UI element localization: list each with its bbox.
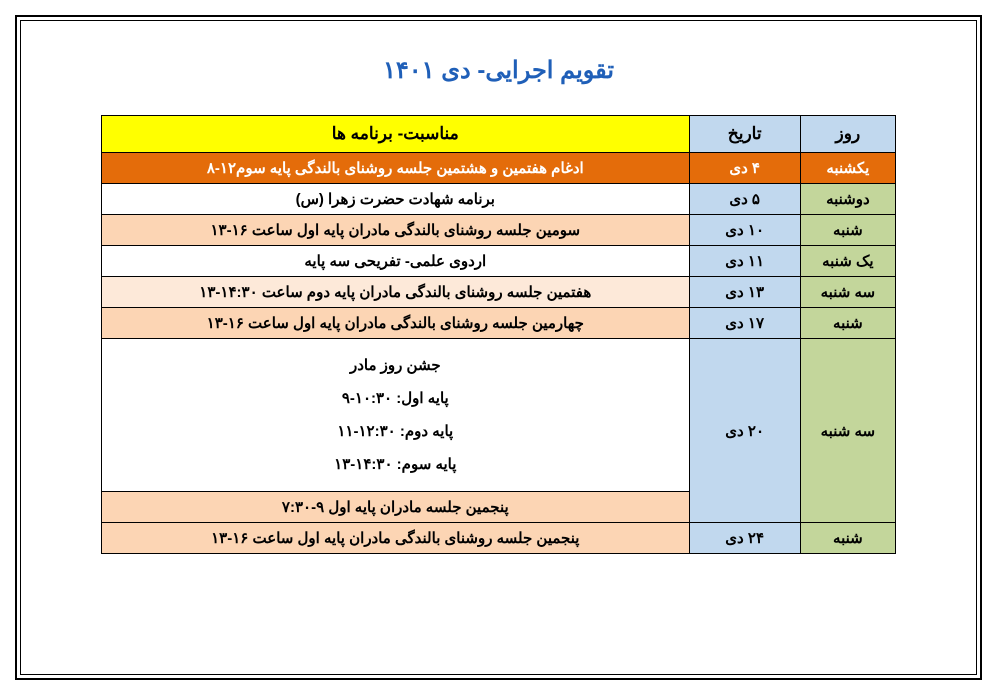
table-row: شنبه۲۴ دیپنجمین جلسه روشنای بالندگی مادر…	[102, 523, 896, 554]
event-line: پایه سوم: ۱۴:۳۰-۱۳	[106, 448, 685, 481]
calendar-table: روز تاریخ مناسبت- برنامه ها یکشنبه۴ دیاد…	[101, 115, 896, 554]
cell-date: ۲۰ دی	[689, 339, 800, 523]
cell-date: ۱۳ دی	[689, 277, 800, 308]
cell-event: چهارمین جلسه روشنای بالندگی مادران پایه …	[102, 308, 690, 339]
event-line: پایه دوم: ۱۲:۳۰-۱۱	[106, 415, 685, 448]
header-day: روز	[800, 116, 895, 153]
table-row: سه شنبه۱۳ دیهفتمین جلسه روشنای بالندگی م…	[102, 277, 896, 308]
cell-event: اردوی علمی- تفریحی سه پایه	[102, 246, 690, 277]
table-header-row: روز تاریخ مناسبت- برنامه ها	[102, 116, 896, 153]
cell-date: ۴ دی	[689, 153, 800, 184]
table-row: شنبه۱۷ دیچهارمین جلسه روشنای بالندگی ماد…	[102, 308, 896, 339]
page-title: تقویم اجرایی- دی ۱۴۰۱	[101, 56, 896, 85]
cell-event: پنجمین جلسه روشنای بالندگی مادران پایه ا…	[102, 523, 690, 554]
cell-day: شنبه	[800, 308, 895, 339]
header-date: تاریخ	[689, 116, 800, 153]
cell-day: سه شنبه	[800, 277, 895, 308]
table-body: یکشنبه۴ دیادغام هفتمین و هشتمین جلسه روش…	[102, 153, 896, 554]
cell-day: سه شنبه	[800, 339, 895, 523]
cell-day: دوشنبه	[800, 184, 895, 215]
cell-day: شنبه	[800, 215, 895, 246]
table-row: یک شنبه۱۱ دیاردوی علمی- تفریحی سه پایه	[102, 246, 896, 277]
cell-date: ۵ دی	[689, 184, 800, 215]
cell-date: ۱۰ دی	[689, 215, 800, 246]
cell-event: برنامه شهادت حضرت زهرا (س)	[102, 184, 690, 215]
cell-day: یکشنبه	[800, 153, 895, 184]
cell-date: ۱۷ دی	[689, 308, 800, 339]
table-row: یکشنبه۴ دیادغام هفتمین و هشتمین جلسه روش…	[102, 153, 896, 184]
cell-event: پنجمین جلسه مادران پایه اول ۹-۷:۳۰	[102, 492, 690, 523]
cell-day: یک شنبه	[800, 246, 895, 277]
table-row: سه شنبه۲۰ دیجشن روز مادرپایه اول: ۱۰:۳۰-…	[102, 339, 896, 492]
cell-event: هفتمین جلسه روشنای بالندگی مادران پایه د…	[102, 277, 690, 308]
cell-event: سومین جلسه روشنای بالندگی مادران پایه او…	[102, 215, 690, 246]
event-line: پایه اول: ۱۰:۳۰-۹	[106, 382, 685, 415]
event-line: جشن روز مادر	[106, 349, 685, 382]
outer-border: تقویم اجرایی- دی ۱۴۰۱ روز تاریخ مناسبت- …	[15, 15, 982, 680]
inner-border: تقویم اجرایی- دی ۱۴۰۱ روز تاریخ مناسبت- …	[20, 20, 977, 675]
table-row: شنبه۱۰ دیسومین جلسه روشنای بالندگی مادرا…	[102, 215, 896, 246]
cell-date: ۲۴ دی	[689, 523, 800, 554]
table-row: دوشنبه۵ دیبرنامه شهادت حضرت زهرا (س)	[102, 184, 896, 215]
cell-day: شنبه	[800, 523, 895, 554]
header-event: مناسبت- برنامه ها	[102, 116, 690, 153]
cell-date: ۱۱ دی	[689, 246, 800, 277]
cell-event: ادغام هفتمین و هشتمین جلسه روشنای بالندگ…	[102, 153, 690, 184]
cell-event: جشن روز مادرپایه اول: ۱۰:۳۰-۹پایه دوم: ۱…	[102, 339, 690, 492]
